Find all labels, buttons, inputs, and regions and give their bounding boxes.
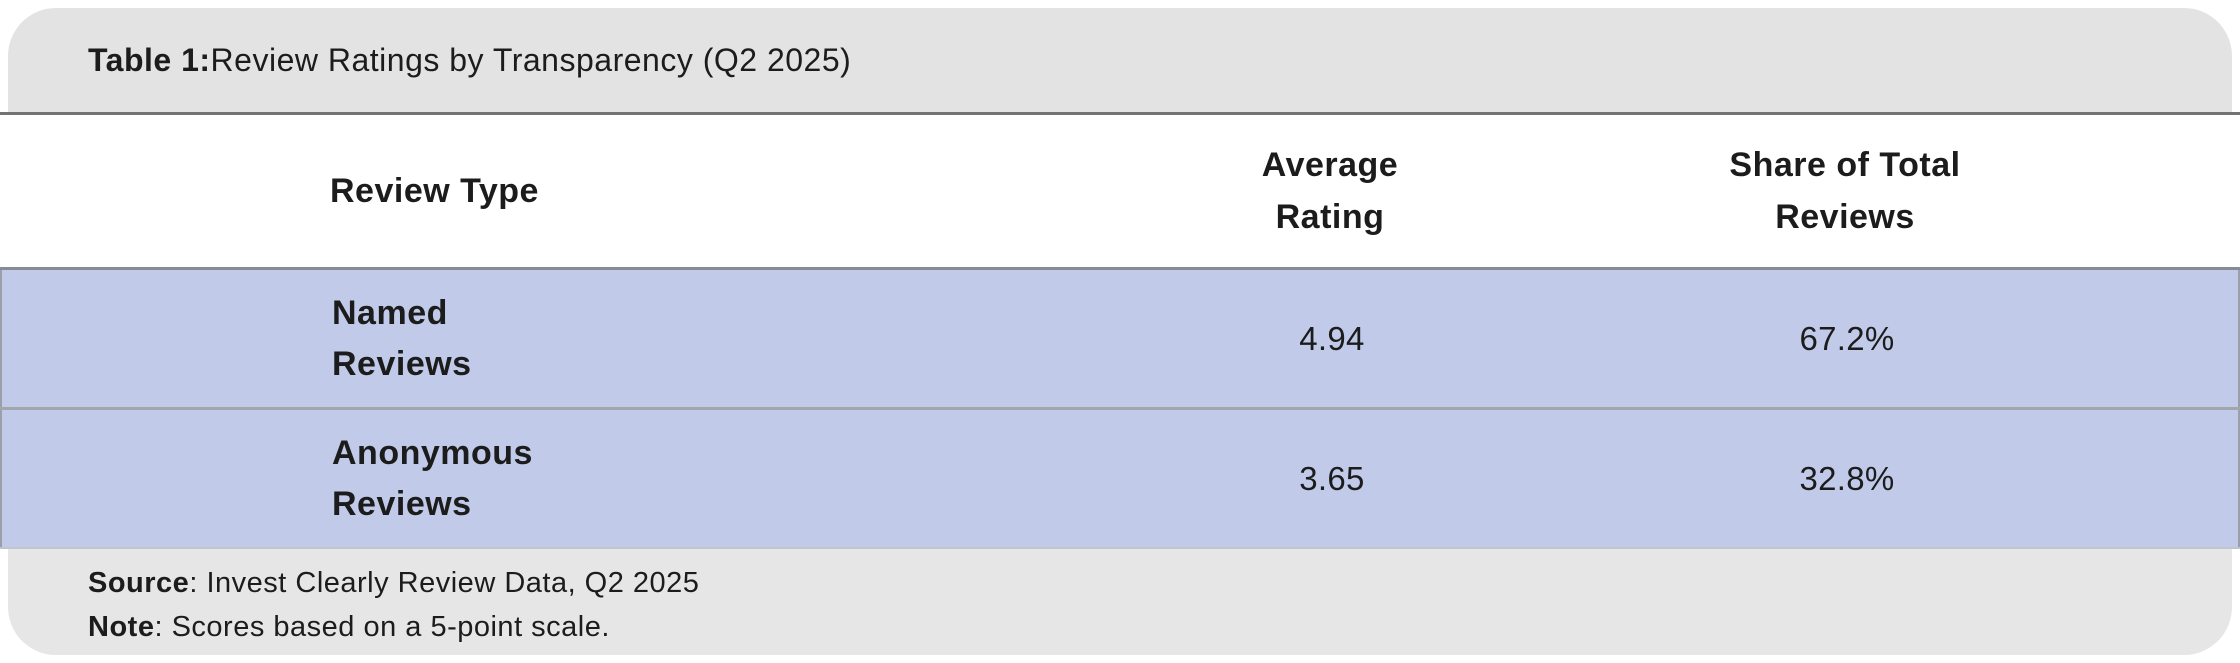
- table-footer: Source: Invest Clearly Review Data, Q2 2…: [8, 549, 2232, 655]
- note-line: Note: Scores based on a 5-point scale.: [88, 605, 2232, 649]
- average-rating-value: 3.65: [1299, 459, 1365, 497]
- table-title-bar: Table 1: Review Ratings by Transparency …: [8, 8, 2232, 112]
- source-label: Source: [88, 567, 190, 599]
- column-header-review-type: Review Type: [330, 172, 539, 210]
- note-label: Note: [88, 611, 155, 643]
- column-header-share-of-total: Share of Total Reviews: [1729, 146, 1961, 236]
- title-divider: [0, 112, 2240, 115]
- source-line: Source: Invest Clearly Review Data, Q2 2…: [88, 561, 2232, 605]
- share-of-total-value: 67.2%: [1799, 319, 1895, 357]
- table-row-anonymous-reviews: Anonymous Reviews 3.65 32.8%: [0, 410, 2240, 547]
- column-header-average-rating: Average Rating: [1261, 146, 1399, 236]
- row-divider: [0, 407, 2240, 410]
- note-text: : Scores based on a 5-point scale.: [154, 611, 610, 643]
- footer-divider: [0, 547, 2240, 549]
- row-label: Anonymous Reviews: [332, 433, 533, 523]
- share-of-total-value: 32.8%: [1799, 459, 1895, 497]
- table-title-prefix: Table 1:: [88, 41, 211, 78]
- source-text: : Invest Clearly Review Data, Q2 2025: [189, 567, 700, 599]
- table-row-named-reviews: Named Reviews 4.94 67.2%: [0, 270, 2240, 407]
- header-divider: [0, 267, 2240, 270]
- table-title-text: Review Ratings by Transparency (Q2 2025): [210, 41, 852, 78]
- average-rating-value: 4.94: [1299, 319, 1365, 357]
- column-header-row: Review Type Average Rating Share of Tota…: [0, 115, 2240, 267]
- row-label: Named Reviews: [332, 293, 472, 383]
